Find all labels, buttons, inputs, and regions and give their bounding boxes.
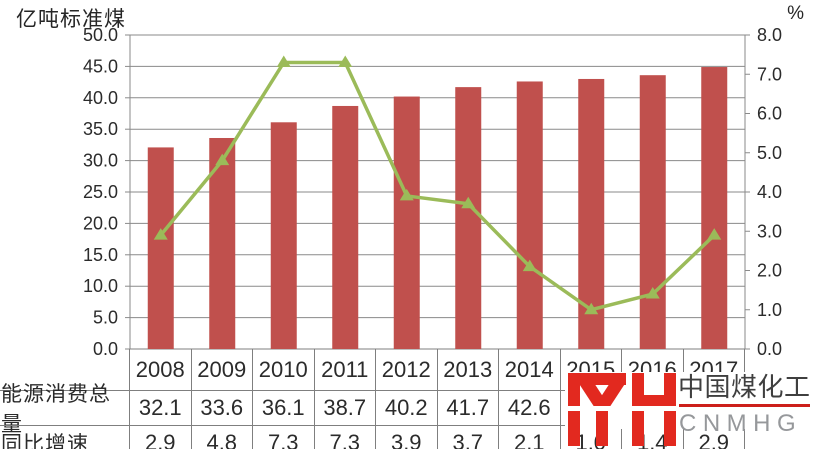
year-cell: 2012 — [376, 349, 438, 390]
svg-text:5.0: 5.0 — [757, 143, 782, 163]
bar-2014 — [516, 81, 543, 350]
year-cell: 2011 — [315, 349, 376, 390]
bar-2012 — [393, 96, 420, 349]
svg-text:7.0: 7.0 — [757, 64, 782, 84]
table-value-cell: 36.1 — [253, 390, 315, 425]
svg-text:1.0: 1.0 — [757, 300, 782, 320]
svg-text:0.0: 0.0 — [93, 339, 118, 359]
svg-text:40.0: 40.0 — [83, 88, 118, 108]
line-marker-2009 — [215, 153, 230, 166]
bar-2010 — [270, 122, 297, 350]
line-marker-2010 — [276, 55, 291, 67]
table-row-label: 同比增速 — [0, 425, 130, 449]
table-value-cell: 41.7 — [437, 390, 499, 425]
bar-2016 — [639, 75, 666, 349]
table-row-label: 能源消费总量 — [0, 383, 130, 436]
table-corner-spacer — [0, 349, 130, 390]
logo-company-name-en: CNMHG — [679, 410, 803, 437]
svg-text:6.0: 6.0 — [757, 104, 782, 124]
svg-text:10.0: 10.0 — [83, 276, 118, 296]
line-marker-2013 — [461, 196, 476, 209]
table-value-cell: 3.7 — [437, 425, 499, 449]
line-marker-2017 — [707, 228, 722, 240]
table-value-cell: 33.6 — [191, 390, 253, 425]
table-value-cell: 3.9 — [376, 425, 438, 449]
table-value-cell: 7.3 — [253, 425, 315, 449]
svg-text:15.0: 15.0 — [83, 245, 118, 265]
table-value-cell: 2.9 — [130, 425, 192, 449]
table-value-cell: 4.8 — [191, 425, 253, 449]
year-cell: 2014 — [499, 349, 561, 390]
bar-2017 — [701, 67, 728, 349]
table-value-cell: 2.1 — [499, 425, 561, 449]
bar-2011 — [332, 105, 359, 350]
table-value-cell: 32.1 — [130, 390, 192, 425]
svg-text:50.0: 50.0 — [83, 25, 118, 45]
table-value-cell: 40.2 — [376, 390, 438, 425]
svg-text:25.0: 25.0 — [83, 182, 118, 202]
line-marker-2015 — [584, 302, 599, 315]
svg-text:8.0: 8.0 — [757, 25, 782, 45]
year-cell: 2010 — [253, 349, 315, 390]
growth-line — [159, 60, 716, 312]
year-cell: 2013 — [438, 349, 499, 390]
svg-text:4.0: 4.0 — [757, 182, 782, 202]
line-marker-2016 — [645, 287, 660, 299]
svg-text:5.0: 5.0 — [93, 308, 118, 328]
watermark-logo: 中国煤化工 CNMHG — [565, 371, 814, 449]
yh-monogram-icon — [568, 373, 676, 446]
bar-2008 — [147, 147, 174, 349]
line-marker-2014 — [522, 259, 537, 272]
svg-text:45.0: 45.0 — [83, 56, 118, 76]
logo-underline — [679, 404, 810, 407]
svg-text:20.0: 20.0 — [83, 213, 118, 233]
bar-2013 — [455, 87, 482, 350]
logo-company-name-cn: 中国煤化工 — [678, 372, 811, 402]
year-cell: 2009 — [192, 349, 253, 390]
line-marker-2011 — [338, 55, 353, 67]
svg-text:3.0: 3.0 — [757, 221, 782, 241]
svg-text:30.0: 30.0 — [83, 151, 118, 171]
table-value-cell: 42.6 — [499, 390, 561, 425]
table-value-cell: 7.3 — [314, 425, 376, 449]
left-axis-title: 亿吨标准煤 — [16, 8, 126, 31]
svg-text:2.0: 2.0 — [757, 261, 782, 281]
svg-text:35.0: 35.0 — [83, 119, 118, 139]
svg-text:0.0: 0.0 — [757, 339, 782, 359]
line-marker-2012 — [399, 188, 414, 201]
right-axis-title: % — [787, 3, 804, 24]
line-marker-2008 — [153, 228, 168, 240]
year-cell: 2008 — [130, 349, 192, 390]
table-value-cell: 38.7 — [314, 390, 376, 425]
